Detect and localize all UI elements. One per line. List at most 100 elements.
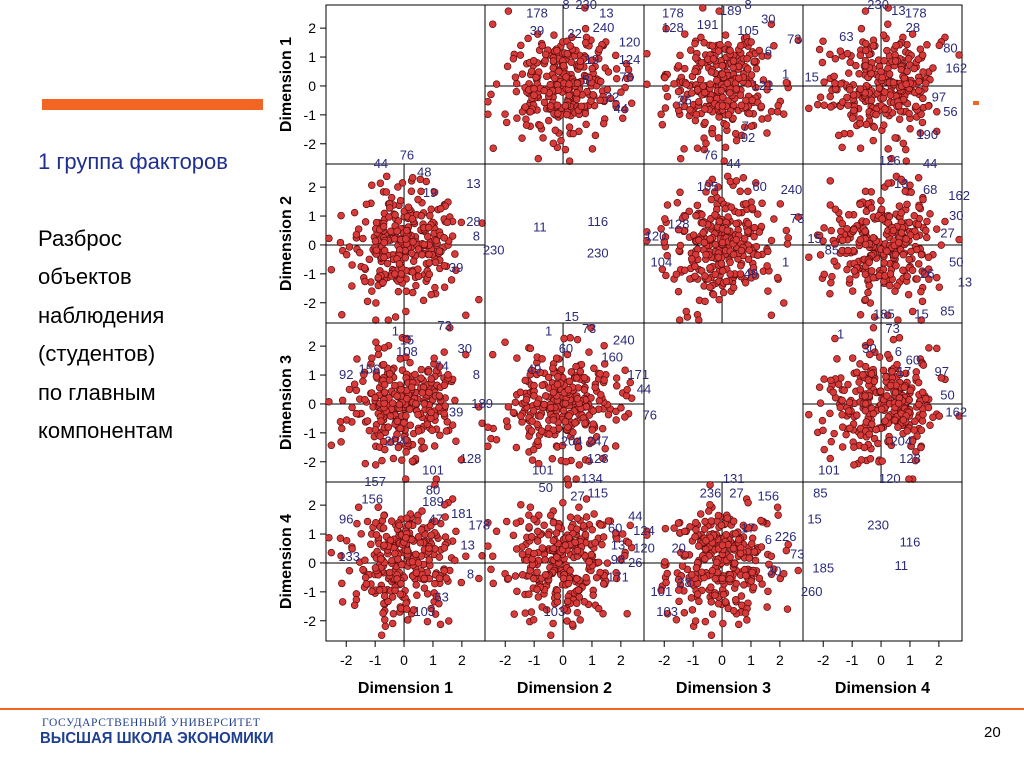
data-point [869, 409, 878, 418]
data-point [918, 297, 927, 306]
data-point [678, 562, 687, 570]
data-point [398, 179, 407, 187]
data-point [573, 514, 582, 522]
data-point [718, 238, 727, 247]
data-point [405, 405, 414, 414]
data-point [697, 33, 705, 42]
point-label: 190 [916, 127, 938, 142]
data-point [361, 556, 369, 564]
data-point [440, 348, 448, 356]
data-point [412, 550, 420, 559]
data-point [512, 79, 521, 88]
data-point [588, 426, 596, 434]
data-point [681, 30, 689, 38]
data-point [393, 392, 401, 400]
data-point [417, 437, 426, 446]
data-point [915, 400, 923, 409]
data-point [478, 419, 486, 427]
x-tick-label: 0 [718, 652, 726, 668]
data-point [409, 257, 418, 266]
data-point [774, 101, 782, 110]
point-label: 11 [533, 220, 547, 235]
data-point [707, 598, 716, 606]
data-point [444, 617, 453, 625]
data-point [894, 238, 903, 247]
data-point [541, 556, 549, 564]
data-point [380, 380, 389, 389]
data-point [865, 281, 873, 290]
data-point [878, 457, 886, 465]
data-point [912, 102, 920, 111]
point-label: 6 [895, 344, 902, 359]
data-point [816, 93, 825, 102]
data-point [575, 503, 583, 512]
data-point [559, 61, 568, 70]
data-point [554, 109, 562, 118]
data-point [780, 299, 788, 307]
data-point [757, 102, 766, 111]
data-point [568, 620, 577, 629]
data-point [425, 556, 434, 564]
data-point [401, 254, 410, 262]
data-point [742, 200, 750, 208]
data-point [518, 134, 526, 142]
data-point [718, 574, 727, 583]
data-point [855, 378, 863, 386]
data-point [367, 540, 375, 549]
data-point [509, 55, 518, 63]
data-point [361, 277, 369, 286]
data-point [848, 114, 857, 122]
data-point [541, 50, 550, 59]
data-point [850, 267, 859, 275]
data-point [910, 212, 918, 220]
data-point [397, 579, 405, 588]
data-point [582, 402, 591, 411]
data-point [611, 51, 620, 60]
data-point [919, 361, 928, 369]
data-point [902, 80, 910, 88]
data-point [884, 4, 892, 12]
y-tick-label: 2 [308, 497, 316, 513]
data-point [702, 250, 710, 259]
data-point [565, 534, 573, 542]
data-point [676, 188, 684, 197]
data-point [526, 503, 535, 511]
data-point [830, 72, 838, 81]
data-point [521, 609, 530, 617]
data-point [869, 136, 878, 145]
data-point [922, 79, 930, 87]
point-label: 15 [807, 512, 821, 527]
data-point [549, 536, 558, 545]
point-label: 6 [765, 532, 772, 547]
data-point [380, 541, 388, 550]
data-point [425, 250, 433, 259]
data-point [533, 399, 541, 408]
data-point [376, 179, 385, 187]
y-tick-label: -1 [304, 584, 317, 600]
data-point [673, 199, 682, 207]
data-point [414, 245, 423, 253]
data-point [850, 461, 858, 469]
data-point [345, 243, 354, 251]
data-point [729, 57, 738, 65]
data-point [663, 92, 672, 101]
data-point [918, 388, 927, 397]
point-label: 104 [650, 254, 672, 269]
data-point [737, 101, 746, 110]
data-point [891, 134, 899, 142]
data-point [717, 86, 726, 95]
data-point [904, 290, 913, 299]
data-point [457, 218, 466, 227]
data-point [435, 403, 443, 412]
data-point [513, 114, 521, 122]
data-point [549, 518, 558, 527]
point-label: 171 [627, 367, 649, 382]
data-point [718, 541, 727, 550]
y-tick-label: -2 [304, 613, 317, 629]
data-point [581, 419, 589, 427]
data-point [418, 389, 427, 397]
data-point [342, 250, 351, 259]
data-point [711, 574, 720, 583]
data-point [680, 95, 688, 103]
data-point [359, 234, 367, 243]
